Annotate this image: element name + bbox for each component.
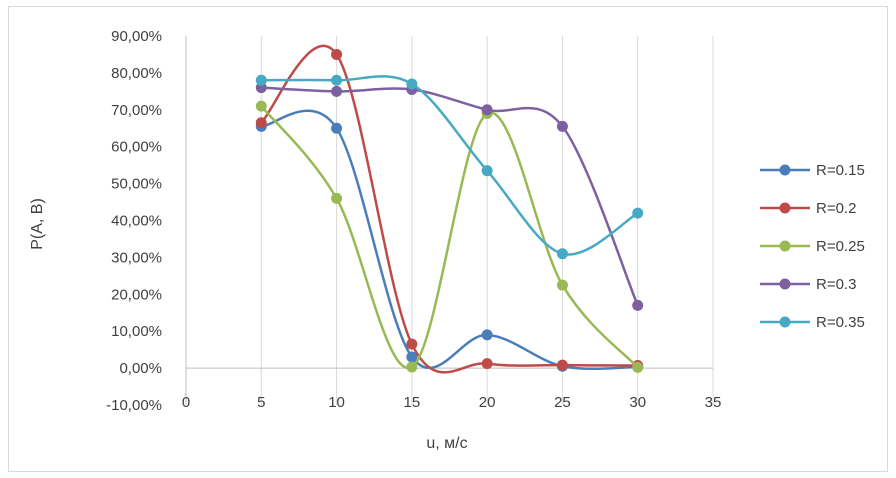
- y-tick-label: 20,00%: [111, 286, 162, 303]
- series-line: [260, 105, 639, 370]
- legend: R=0.15 R=0.2 R=0.25 R=0.3 R=0.35: [760, 162, 865, 331]
- y-tick-label: -10,00%: [106, 397, 162, 414]
- data-point: [481, 104, 493, 116]
- grid: [260, 36, 714, 405]
- data-point: [556, 248, 568, 260]
- legend-entry: R=0.15: [760, 162, 865, 179]
- series-R=0.2: [255, 44, 644, 374]
- series-R=0.35: [255, 74, 644, 260]
- data-point: [406, 351, 418, 363]
- x-tick-label: 0: [182, 394, 190, 411]
- x-tick-labels: 0 5 10 15 20 25 30 35: [182, 394, 722, 411]
- data-point: [632, 207, 644, 219]
- x-tick-label: 10: [328, 394, 345, 411]
- legend-label: R=0.35: [816, 314, 865, 331]
- data-point: [632, 361, 644, 373]
- x-tick-label: 20: [479, 394, 496, 411]
- y-tick-label: 0,00%: [119, 360, 162, 377]
- series: [255, 44, 644, 374]
- data-point: [255, 117, 267, 129]
- x-tick-label: 15: [404, 394, 421, 411]
- data-point: [331, 48, 343, 60]
- series-R=0.25: [255, 100, 644, 373]
- y-tick-label: 80,00%: [111, 65, 162, 82]
- legend-label: R=0.3: [816, 276, 856, 293]
- y-tick-label: 10,00%: [111, 323, 162, 340]
- data-point: [406, 338, 418, 350]
- data-point: [331, 192, 343, 204]
- legend-marker: [779, 278, 791, 290]
- legend-marker: [779, 164, 791, 176]
- legend-marker: [779, 316, 791, 328]
- series-line: [261, 75, 639, 256]
- data-point: [255, 74, 267, 86]
- data-point: [331, 122, 343, 134]
- x-axis-label: u, м/с: [426, 435, 467, 452]
- legend-label: R=0.15: [816, 162, 865, 179]
- data-point: [331, 85, 343, 97]
- y-tick-labels: -10,00% 0,00% 10,00% 20,00% 30,00% 40,00% 50,0…: [106, 28, 162, 414]
- x-tick-label: 5: [257, 394, 265, 411]
- data-point: [556, 120, 568, 132]
- y-axis-label: P(A, B): [29, 198, 46, 250]
- series-R=0.3: [255, 82, 644, 311]
- data-point: [481, 358, 493, 370]
- legend-entry: R=0.2: [760, 200, 856, 217]
- series-line: [260, 44, 638, 374]
- y-tick-label: 60,00%: [111, 139, 162, 156]
- legend-label: R=0.2: [816, 200, 856, 217]
- legend-entry: R=0.25: [760, 238, 865, 255]
- y-tick-label: 50,00%: [111, 176, 162, 193]
- data-point: [406, 78, 418, 90]
- x-tick-label: 25: [554, 394, 571, 411]
- y-tick-label: 40,00%: [111, 213, 162, 230]
- data-point: [481, 165, 493, 177]
- data-point: [406, 361, 418, 373]
- y-tick-label: 70,00%: [111, 102, 162, 119]
- data-point: [556, 359, 568, 371]
- data-point: [481, 329, 493, 341]
- legend-marker: [779, 240, 791, 252]
- data-point: [632, 299, 644, 311]
- y-tick-label: 90,00%: [111, 28, 162, 45]
- x-tick-label: 35: [705, 394, 722, 411]
- legend-entry: R=0.35: [760, 314, 865, 331]
- data-point: [331, 74, 343, 86]
- y-tick-label: 30,00%: [111, 249, 162, 266]
- series-line: [261, 86, 639, 306]
- legend-label: R=0.25: [816, 238, 865, 255]
- data-point: [556, 279, 568, 291]
- data-point: [255, 100, 267, 112]
- x-tick-label: 30: [629, 394, 646, 411]
- legend-entry: R=0.3: [760, 276, 856, 293]
- chart-frame: [8, 6, 888, 472]
- legend-marker: [779, 202, 791, 214]
